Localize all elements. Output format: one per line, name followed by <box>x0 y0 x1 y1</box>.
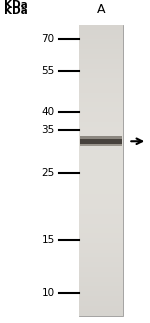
Bar <box>79 102 123 107</box>
Text: 15: 15 <box>41 235 55 245</box>
Bar <box>79 131 123 136</box>
Bar <box>79 272 123 277</box>
Bar <box>79 296 123 301</box>
Bar <box>79 68 123 73</box>
Bar <box>79 238 123 243</box>
Bar <box>79 228 123 233</box>
Bar <box>79 136 123 141</box>
Text: 70: 70 <box>41 35 55 45</box>
Bar <box>79 93 123 98</box>
Bar <box>79 311 123 316</box>
Text: KDa: KDa <box>4 0 27 10</box>
Bar <box>80 144 122 146</box>
Bar <box>79 175 123 180</box>
Bar <box>79 39 123 44</box>
Text: 10: 10 <box>41 287 55 297</box>
Bar <box>79 151 123 156</box>
Bar <box>79 243 123 248</box>
Bar <box>79 78 123 83</box>
Text: 35: 35 <box>41 125 55 135</box>
Bar <box>79 73 123 78</box>
Bar <box>79 141 123 146</box>
Text: 55: 55 <box>41 66 55 76</box>
Bar <box>79 112 123 117</box>
Text: 25: 25 <box>41 168 55 178</box>
Text: A: A <box>97 3 105 16</box>
Bar <box>79 54 123 59</box>
Bar <box>79 49 123 54</box>
Bar <box>79 107 123 112</box>
Bar <box>79 301 123 306</box>
Bar <box>79 35 123 39</box>
Bar <box>79 199 123 204</box>
Bar <box>80 136 122 139</box>
Bar <box>79 88 123 93</box>
Bar <box>79 291 123 296</box>
Bar <box>79 267 123 272</box>
Bar <box>79 44 123 49</box>
Bar <box>79 282 123 287</box>
Bar <box>79 161 123 165</box>
Bar <box>79 277 123 282</box>
Bar <box>79 224 123 228</box>
Bar <box>80 137 122 145</box>
Bar <box>79 214 123 219</box>
Text: 40: 40 <box>41 107 55 117</box>
Bar <box>79 262 123 267</box>
Bar <box>79 170 123 175</box>
Bar <box>79 25 123 30</box>
Bar <box>79 248 123 253</box>
Bar <box>79 156 123 161</box>
Bar <box>79 59 123 64</box>
Bar <box>79 122 123 127</box>
Text: KDa: KDa <box>4 6 27 16</box>
Bar <box>79 219 123 224</box>
Bar <box>79 127 123 131</box>
Bar <box>79 287 123 291</box>
Bar <box>79 64 123 68</box>
Bar <box>79 83 123 88</box>
Bar <box>79 194 123 199</box>
Bar <box>79 306 123 311</box>
Bar <box>79 253 123 257</box>
Bar <box>79 117 123 122</box>
Bar <box>79 209 123 214</box>
Bar <box>79 25 123 316</box>
Bar <box>79 233 123 238</box>
Bar <box>79 30 123 35</box>
Bar <box>79 190 123 194</box>
Bar <box>79 165 123 170</box>
Bar <box>79 185 123 190</box>
Bar <box>79 98 123 102</box>
Bar <box>79 204 123 209</box>
Bar <box>79 257 123 262</box>
Bar <box>79 180 123 185</box>
Bar <box>79 146 123 151</box>
